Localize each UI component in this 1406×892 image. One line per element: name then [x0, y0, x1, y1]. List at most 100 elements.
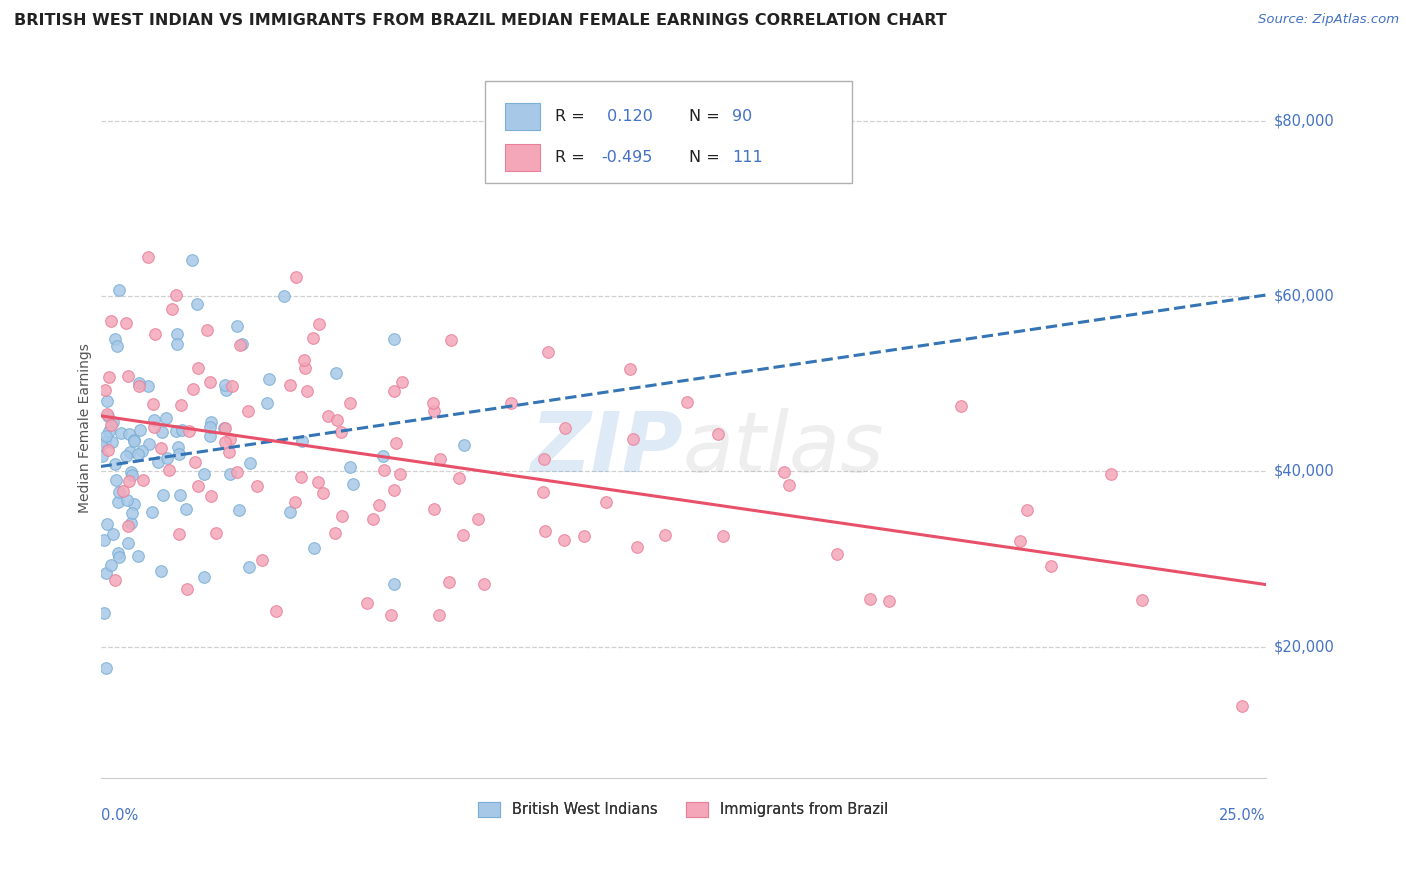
Point [187, 360, 209, 375]
Point [138, 437, 160, 451]
Point [200, 420, 222, 434]
Point [422, 396, 444, 410]
Point [218, 467, 240, 481]
Point [122, 434, 145, 449]
Point [118, 427, 141, 442]
Point [472, 577, 495, 591]
Point [238, 560, 260, 574]
Point [384, 577, 406, 591]
Point [177, 424, 200, 438]
Point [215, 383, 238, 397]
Point [447, 471, 470, 485]
Point [382, 332, 405, 346]
Point [98, 370, 121, 384]
Point [256, 395, 278, 409]
Point [384, 436, 406, 450]
Point [325, 367, 347, 381]
Point [160, 301, 183, 316]
Point [312, 485, 335, 500]
Point [150, 564, 173, 578]
Point [218, 445, 240, 459]
Point [1099, 467, 1122, 481]
Point [273, 288, 295, 302]
Point [1008, 534, 1031, 549]
Point [200, 415, 222, 429]
Point [533, 524, 555, 538]
Point [361, 511, 384, 525]
Point [537, 344, 560, 359]
Point [429, 452, 451, 467]
Text: $60,000: $60,000 [1274, 289, 1334, 304]
Point [778, 478, 800, 492]
Point [165, 424, 187, 438]
Point [225, 465, 247, 479]
Point [96, 516, 118, 531]
Point [184, 455, 207, 469]
Point [295, 384, 318, 398]
Text: 0.120: 0.120 [602, 109, 652, 124]
Point [105, 473, 128, 487]
Point [121, 467, 143, 482]
Point [221, 379, 243, 393]
Point [117, 536, 139, 550]
Point [437, 574, 460, 589]
Point [94, 383, 117, 397]
Point [115, 492, 138, 507]
Point [141, 397, 163, 411]
Point [368, 498, 391, 512]
Point [150, 441, 173, 455]
Text: atlas: atlas [683, 409, 884, 489]
Point [176, 582, 198, 596]
Point [284, 494, 307, 508]
Point [467, 512, 489, 526]
Point [1015, 503, 1038, 517]
Point [118, 475, 141, 489]
Point [103, 526, 125, 541]
Point [122, 497, 145, 511]
Point [228, 502, 250, 516]
Point [382, 384, 405, 398]
Y-axis label: Median Female Earnings: Median Female Earnings [79, 343, 93, 513]
Text: R =: R = [555, 150, 589, 165]
Point [112, 483, 135, 498]
Point [132, 474, 155, 488]
Point [193, 467, 215, 482]
Point [152, 488, 174, 502]
Point [187, 479, 209, 493]
Point [180, 252, 202, 267]
Point [157, 463, 180, 477]
Point [572, 529, 595, 543]
Point [120, 465, 142, 479]
Point [231, 337, 253, 351]
Point [229, 338, 252, 352]
Point [200, 490, 222, 504]
Point [114, 449, 136, 463]
Point [93, 533, 115, 548]
Point [167, 446, 190, 460]
Point [96, 394, 118, 409]
Point [342, 476, 364, 491]
Point [1130, 593, 1153, 607]
Point [129, 423, 152, 437]
Point [100, 314, 122, 328]
Point [595, 494, 617, 508]
Point [124, 433, 146, 447]
Text: 90: 90 [733, 109, 752, 124]
Point [339, 459, 361, 474]
Point [501, 396, 523, 410]
Point [120, 516, 142, 530]
Point [127, 446, 149, 460]
Point [104, 573, 127, 587]
Point [100, 417, 122, 432]
Point [127, 549, 149, 563]
Text: ZIP: ZIP [530, 409, 683, 489]
Point [250, 552, 273, 566]
Point [278, 378, 301, 392]
Point [330, 509, 353, 524]
Point [325, 413, 347, 427]
Point [533, 485, 555, 500]
Point [264, 604, 287, 618]
Text: N =: N = [689, 150, 724, 165]
Point [239, 456, 262, 470]
Point [136, 250, 159, 264]
